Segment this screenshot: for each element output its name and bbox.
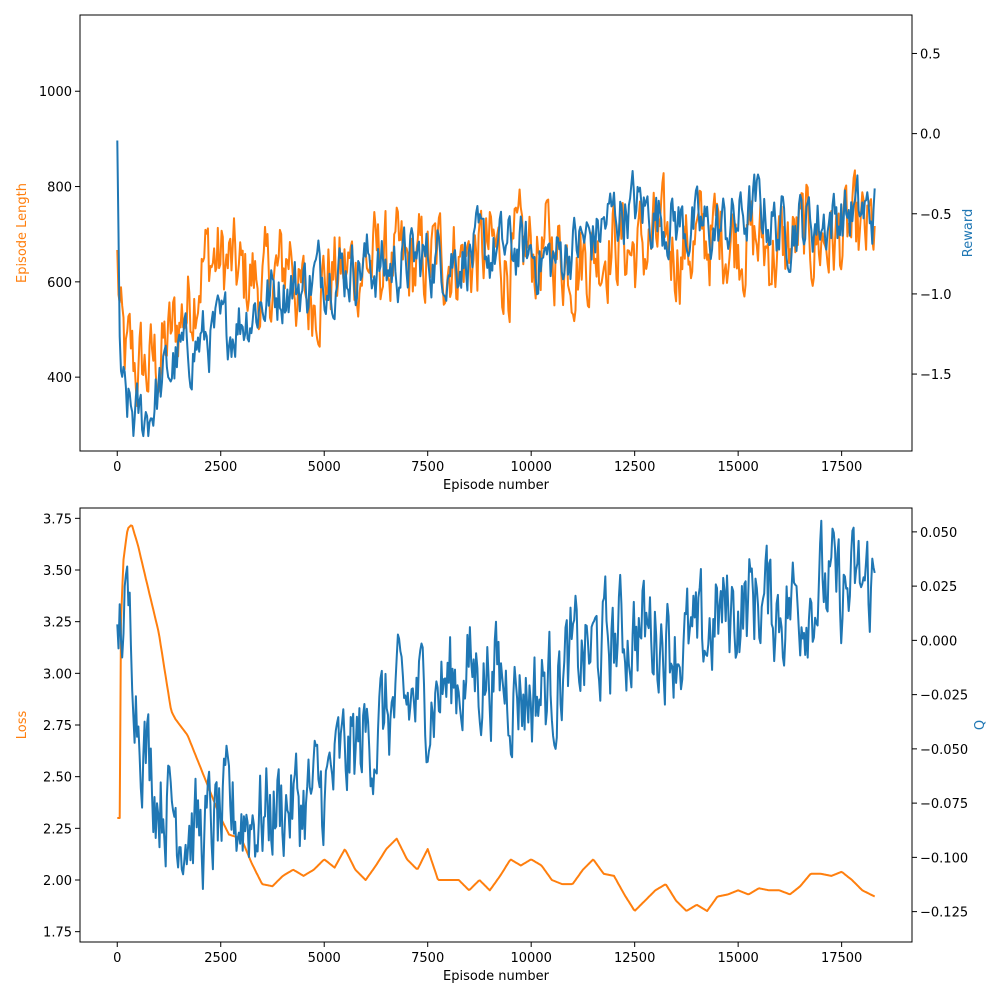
bottom-chart-right-tick-label: 0.050: [920, 526, 957, 541]
bottom-chart-left-tick-label: 2.75: [43, 719, 72, 734]
top-chart-left-tick-label: 1000: [39, 85, 72, 100]
top-chart-left-ticks: 400 600 800 1000: [39, 85, 80, 386]
bottom-chart-series: [116, 519, 876, 912]
bottom-chart-right-axis-label: Q: [973, 720, 988, 730]
top-chart-x-tick-label: 17500: [821, 460, 862, 475]
bottom-chart-right-tick-label: −0.050: [920, 743, 968, 758]
top-chart-x-tick-label: 7500: [411, 460, 444, 475]
top-chart-right-tick-label: −1.0: [920, 288, 952, 303]
top-chart-right-tick-label: 0.0: [920, 128, 941, 143]
bottom-chart-panel: 0 2500 5000 7500 10000 12500 15000 17500 1.75 2.…: [15, 507, 988, 984]
bottom-chart-left-tick-label: 3.00: [43, 667, 72, 682]
bottom-chart-x-ticks: 0 2500 5000 7500 10000 12500 15000 17500: [113, 942, 862, 966]
top-chart-series-right-line: [116, 140, 876, 438]
top-chart-frame: [79, 14, 913, 452]
top-chart-left-tick-label: 400: [47, 371, 72, 386]
top-chart-panel: 0 2500 5000 7500 10000 12500 15000 17500 400 600…: [15, 14, 976, 493]
top-chart-right-tick-label: −0.5: [920, 208, 952, 223]
top-chart-left-tick-label: 800: [47, 181, 72, 196]
bottom-chart-right-tick-label: 0.025: [920, 580, 957, 595]
bottom-chart-x-tick-label: 0: [113, 951, 121, 966]
top-chart-x-tick-label: 0: [113, 460, 121, 475]
bottom-chart-x-tick-label: 10000: [511, 951, 552, 966]
bottom-chart-right-tick-label: −0.100: [920, 851, 968, 866]
top-chart-x-tick-label: 2500: [204, 460, 237, 475]
top-chart-x-ticks: 0 2500 5000 7500 10000 12500 15000 17500: [113, 451, 862, 475]
top-chart-right-ticks: −1.5 −1.0 −0.5 0.0 0.5: [912, 47, 952, 383]
top-chart-right-axis-label: Reward: [961, 209, 976, 257]
bottom-chart-right-tick-label: −0.125: [920, 906, 968, 921]
top-chart-right-tick-label: 0.5: [920, 47, 941, 62]
top-chart-left-axis-label: Episode Length: [15, 183, 30, 283]
bottom-chart-x-tick-label: 2500: [204, 951, 237, 966]
bottom-chart-left-axis-label: Loss: [15, 711, 30, 740]
top-chart-left-tick-label: 600: [47, 276, 72, 291]
top-chart-x-tick-label: 15000: [717, 460, 758, 475]
bottom-chart-right-ticks: −0.125 −0.100 −0.075 −0.050 −0.025 0.000 0.025…: [912, 526, 968, 921]
bottom-chart-x-tick-label: 17500: [821, 951, 862, 966]
bottom-chart-left-tick-label: 1.75: [43, 926, 72, 941]
bottom-chart-x-tick-label: 12500: [614, 951, 655, 966]
bottom-chart-x-tick-label: 7500: [411, 951, 444, 966]
top-chart-series: [116, 140, 876, 438]
top-chart-x-tick-label: 10000: [511, 460, 552, 475]
top-chart-x-tick-label: 5000: [308, 460, 341, 475]
bottom-chart-right-tick-label: −0.075: [920, 797, 968, 812]
bottom-chart-series-right-line: [116, 519, 876, 890]
bottom-chart-x-axis-label: Episode number: [443, 969, 550, 984]
top-chart-right-tick-label: −1.5: [920, 368, 952, 383]
top-chart-x-tick-label: 12500: [614, 460, 655, 475]
bottom-chart-left-tick-label: 3.25: [43, 616, 72, 631]
bottom-chart-left-tick-label: 3.75: [43, 512, 72, 527]
bottom-chart-right-tick-label: −0.025: [920, 689, 968, 704]
bottom-chart-right-tick-label: 0.000: [920, 634, 957, 649]
bottom-chart-left-tick-label: 2.25: [43, 822, 72, 837]
bottom-chart-x-tick-label: 15000: [717, 951, 758, 966]
top-chart-x-axis-label: Episode number: [443, 478, 550, 493]
bottom-chart-left-tick-label: 2.50: [43, 771, 72, 786]
bottom-chart-left-ticks: 1.75 2.00 2.25 2.50 2.75 3.00 3.25 3.50 3.75: [43, 512, 80, 941]
bottom-chart-x-tick-label: 5000: [308, 951, 341, 966]
bottom-chart-left-tick-label: 3.50: [43, 564, 72, 579]
bottom-chart-left-tick-label: 2.00: [43, 874, 72, 889]
bottom-chart-frame: [79, 507, 913, 943]
